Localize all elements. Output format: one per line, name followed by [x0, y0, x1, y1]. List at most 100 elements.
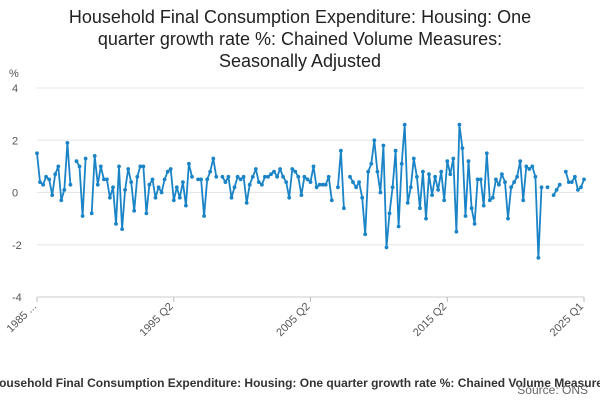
- data-point: [111, 185, 115, 190]
- data-point: [326, 174, 331, 179]
- data-point: [348, 174, 352, 179]
- data-point: [250, 174, 255, 179]
- data-point: [156, 185, 161, 190]
- data-point: [98, 164, 103, 169]
- data-point: [466, 159, 471, 164]
- data-point: [229, 195, 234, 200]
- y-tick-label: -4: [12, 292, 22, 304]
- data-point: [442, 198, 447, 203]
- series-line: [337, 149, 345, 209]
- data-point: [89, 211, 94, 216]
- data-point: [77, 164, 82, 169]
- data-point: [396, 224, 401, 229]
- data-point: [281, 174, 285, 179]
- data-point: [305, 177, 310, 182]
- data-point: [372, 138, 377, 143]
- data-point: [56, 164, 61, 169]
- data-point: [202, 214, 207, 218]
- data-point: [302, 174, 307, 179]
- chart-title-line: quarter growth rate %: Chained Volume Me…: [97, 29, 503, 49]
- data-point: [141, 164, 146, 169]
- data-point: [95, 182, 100, 187]
- data-point: [551, 193, 556, 198]
- data-point: [272, 169, 276, 174]
- data-point: [108, 195, 112, 200]
- data-point: [129, 180, 134, 185]
- data-point: [490, 195, 495, 200]
- data-point: [475, 177, 480, 182]
- data-point: [506, 216, 510, 221]
- data-point: [460, 146, 465, 151]
- data-point: [35, 151, 39, 156]
- x-tick-label: 2005 Q2: [274, 301, 312, 339]
- data-point: [536, 255, 541, 260]
- data-point: [500, 172, 504, 177]
- data-point: [436, 188, 440, 192]
- data-point: [214, 174, 219, 179]
- data-point: [120, 227, 124, 232]
- data-point: [351, 180, 355, 185]
- data-point: [494, 177, 498, 182]
- data-point: [299, 193, 304, 198]
- data-point: [415, 174, 419, 179]
- data-point: [539, 185, 544, 190]
- series-line: [198, 157, 218, 217]
- legend-label: Household Final Consumption Expenditure:…: [0, 376, 600, 390]
- data-point: [533, 174, 538, 179]
- data-point: [296, 174, 301, 179]
- data-point: [199, 177, 204, 182]
- data-point: [375, 169, 380, 174]
- data-point: [481, 203, 486, 208]
- data-point: [256, 180, 261, 185]
- data-point: [211, 156, 216, 161]
- data-point: [308, 180, 313, 185]
- data-point: [190, 174, 194, 179]
- x-tick-label: 1985 ...: [5, 301, 39, 335]
- data-point: [363, 232, 368, 237]
- data-point: [469, 206, 474, 211]
- data-point: [515, 174, 519, 179]
- data-point: [521, 198, 526, 203]
- data-point: [269, 172, 273, 177]
- data-point: [512, 180, 516, 185]
- series-line: [36, 141, 72, 202]
- data-point: [451, 156, 456, 161]
- data-point: [454, 229, 459, 234]
- data-point: [518, 159, 523, 164]
- data-point: [62, 188, 67, 192]
- data-point: [527, 167, 532, 171]
- data-point: [135, 174, 140, 179]
- data-point: [509, 185, 513, 190]
- data-point: [171, 198, 176, 203]
- data-point: [569, 180, 574, 185]
- data-point: [545, 185, 550, 190]
- data-point: [342, 206, 346, 211]
- data-point: [487, 198, 492, 203]
- data-point: [433, 174, 437, 179]
- data-point: [579, 185, 583, 190]
- data-point: [381, 143, 386, 148]
- y-tick-label: 2: [12, 135, 18, 147]
- data-point: [424, 216, 428, 221]
- data-point: [393, 148, 398, 153]
- data-point: [369, 161, 374, 166]
- data-point: [366, 169, 371, 174]
- source-credit: Source: ONS: [517, 383, 588, 397]
- data-point: [220, 174, 225, 179]
- data-point: [530, 164, 535, 169]
- data-series: [36, 123, 585, 259]
- data-point: [378, 190, 383, 195]
- y-tick-label: 4: [12, 83, 18, 95]
- data-point: [582, 177, 586, 182]
- chart-legend: Household Final Consumption Expenditure:…: [0, 376, 600, 390]
- data-point: [293, 169, 298, 174]
- data-point: [427, 172, 431, 177]
- data-point: [290, 167, 295, 171]
- data-point: [314, 185, 319, 190]
- x-tick-label: 1995 Q2: [138, 301, 176, 339]
- data-point: [144, 211, 149, 216]
- data-point: [311, 164, 316, 169]
- data-point: [503, 180, 507, 185]
- chart-title: Household Final Consumption Expenditure:…: [0, 6, 600, 72]
- data-point: [80, 214, 85, 218]
